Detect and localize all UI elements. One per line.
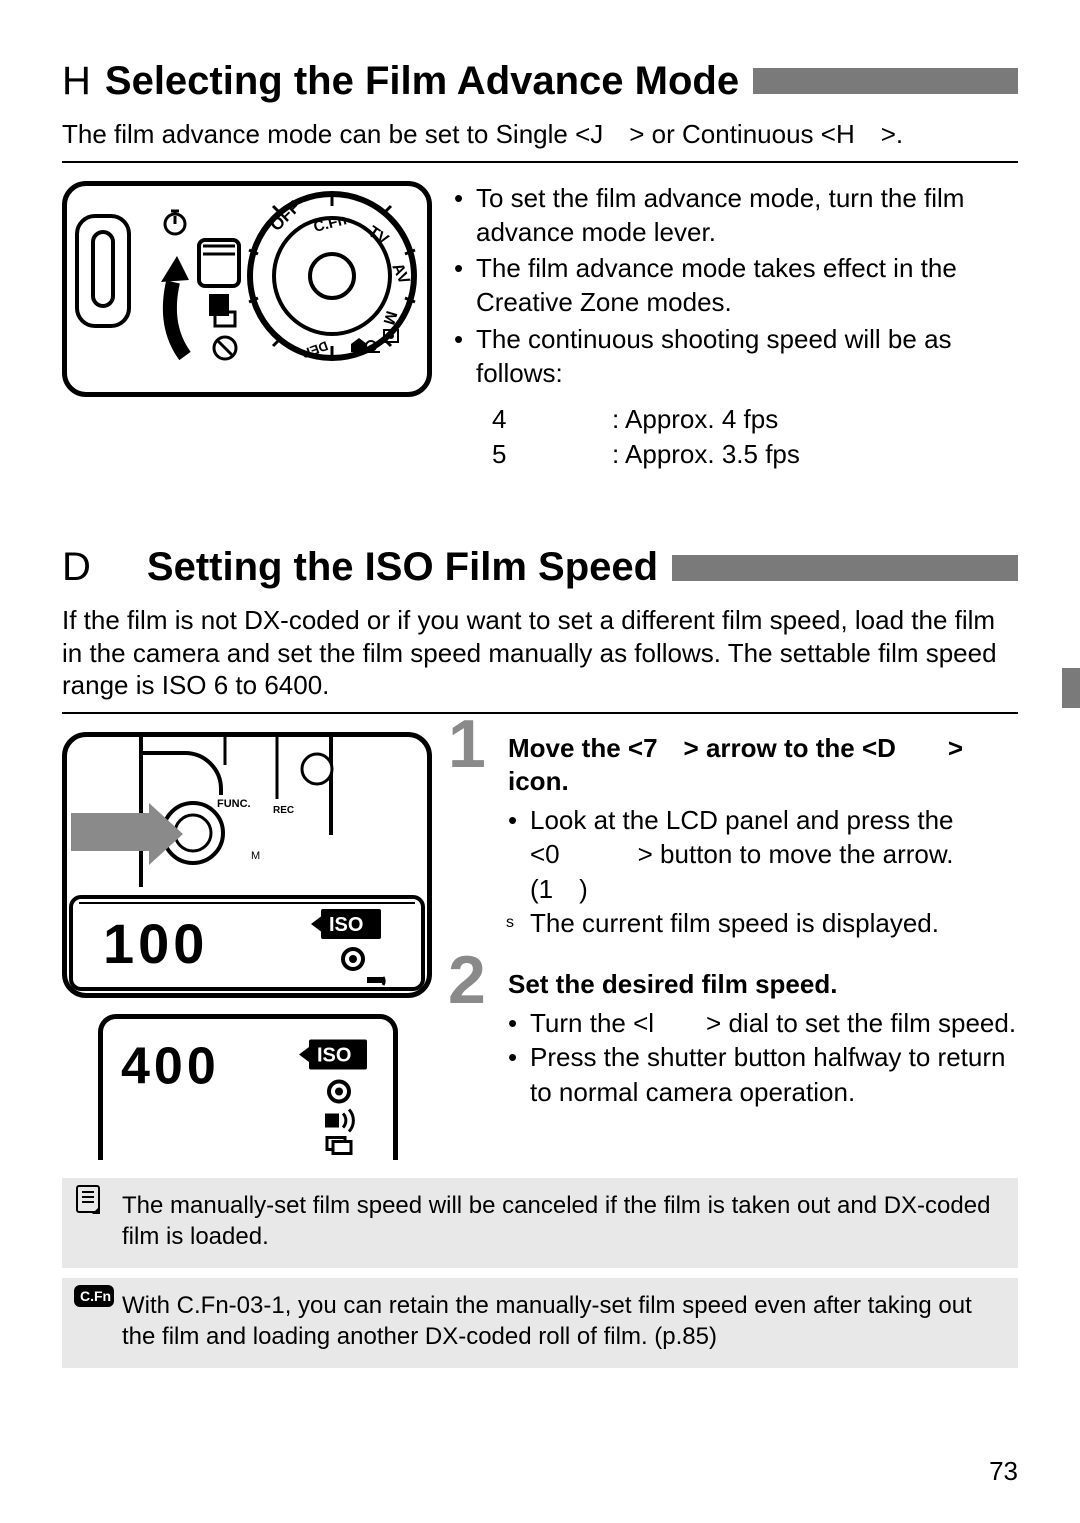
section-heading-iso: D Setting the ISO Film Speed [62,545,1018,590]
step-1: 1 Move the <7 > arrow to the <D > icon. … [454,732,1018,941]
svg-text:ISO: ISO [317,1044,351,1066]
result-line: The current film speed is displayed. [508,906,1018,940]
svg-text:400: 400 [121,1037,220,1095]
fps-row: 4 : Approx. 4 fps [492,402,1018,436]
fps-row: 5 : Approx. 3.5 fps [492,437,1018,471]
fps-val: : Approx. 4 fps [612,402,778,436]
step-body: Look at the LCD panel and press the <0 >… [508,803,1018,940]
heading-bar [753,68,1018,94]
fps-key: 5 [492,437,612,471]
step-2: 2 Set the desired film speed. Turn the <… [454,968,1018,1109]
section2-row: FUNC. REC M I [62,732,1018,1160]
page-number: 73 [989,1456,1018,1487]
svg-text:FUNC.: FUNC. [217,798,251,810]
heading-bar [672,555,1018,581]
step-body: Turn the <l > dial to set the film speed… [508,1006,1018,1109]
step-number: 1 [448,710,486,778]
section1-bullets: To set the film advance mode, turn the f… [454,181,1018,472]
note-text: With C.Fn-03-1, you can retain the manua… [122,1292,972,1350]
cfn-badge-icon: C.Fn [74,1284,104,1314]
heading-prefix: H [62,61,91,101]
bullet: Look at the LCD panel and press the <0 >… [508,803,1018,906]
fps-key: 4 [492,402,612,436]
section2-intro: If the film is not DX-coded or if you wa… [62,604,1018,702]
svg-text:ISO: ISO [329,914,363,936]
note-icon [74,1184,104,1214]
page-tab-marker [1062,668,1080,708]
fps-table: 4 : Approx. 4 fps 5 : Approx. 3.5 fps [454,402,1018,471]
lcd-illustration-400: ISO 400 [98,1014,398,1160]
bullet: Turn the <l > dial to set the film speed… [508,1006,1018,1040]
section1-intro: The film advance mode can be set to Sing… [62,118,1018,151]
divider [62,161,1018,163]
divider [62,712,1018,714]
section1-row: OFF C.Fn TV AV M DEP [62,181,1018,472]
svg-text:M: M [251,850,260,862]
step-number: 2 [448,946,486,1014]
bullet: To set the film advance mode, turn the f… [454,181,1018,250]
bullet: Press the shutter button halfway to retu… [508,1040,1018,1109]
heading-text: Setting the ISO Film Speed [147,545,658,590]
svg-text:REC: REC [273,805,294,816]
section-heading-film-advance: H Selecting the Film Advance Mode [62,60,1018,102]
bullet: The continuous shooting speed will be as… [454,322,1018,391]
step-title: Set the desired film speed. [508,968,1018,1002]
func-lcd-illustration: FUNC. REC M I [62,732,432,998]
step-title: Move the <7 > arrow to the <D > icon. [508,732,1018,800]
note-box-1: The manually-set film speed will be canc… [62,1178,1018,1268]
svg-text:100: 100 [103,912,208,975]
bullet: The film advance mode takes effect in th… [454,251,1018,320]
note-box-2: C.Fn With C.Fn-03-1, you can retain the … [62,1278,1018,1368]
heading-prefix: D [62,545,91,590]
heading-text: Selecting the Film Advance Mode [105,60,739,102]
fps-val: : Approx. 3.5 fps [612,437,800,471]
camera-dial-illustration: OFF C.Fn TV AV M DEP [62,181,432,397]
steps: 1 Move the <7 > arrow to the <D > icon. … [454,732,1018,1160]
svg-text:C.Fn: C.Fn [80,1288,111,1304]
note-text: The manually-set film speed will be canc… [122,1192,990,1250]
